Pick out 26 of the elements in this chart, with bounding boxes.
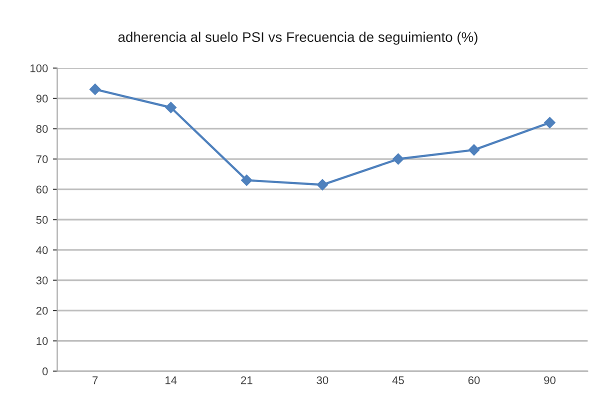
x-tick-label: 14 xyxy=(166,376,177,384)
point xyxy=(241,174,252,186)
y-tick-label: 50 xyxy=(36,216,48,224)
point xyxy=(90,84,101,95)
y-tick-label: 0 xyxy=(42,367,48,376)
y-tick-label: 30 xyxy=(36,276,48,284)
x-tick-label: 30 xyxy=(316,376,328,384)
x-tick-label: 7 xyxy=(92,376,98,384)
x-tick-label: 60 xyxy=(468,376,480,384)
point xyxy=(544,117,556,128)
x-tick-label: 45 xyxy=(392,376,404,384)
chart-title: adherencia al suelo PSI vs Frecuencia de seguimiento (%) xyxy=(118,32,478,45)
point xyxy=(468,144,480,156)
y-tick-label: 20 xyxy=(36,306,48,315)
y-tick-label: 80 xyxy=(36,124,48,133)
y-tick-label: 90 xyxy=(36,94,48,103)
y-tick-label: 10 xyxy=(36,337,48,345)
point xyxy=(392,153,404,165)
point xyxy=(165,102,176,114)
y-tick-label: 100 xyxy=(30,64,48,72)
y-tick-label: 70 xyxy=(36,155,48,164)
x-tick-label: 21 xyxy=(241,376,252,384)
point xyxy=(316,179,328,190)
x-tick-label: 90 xyxy=(544,376,556,384)
y-tick-label: 40 xyxy=(36,246,48,254)
y-tick-label: 60 xyxy=(36,186,48,194)
